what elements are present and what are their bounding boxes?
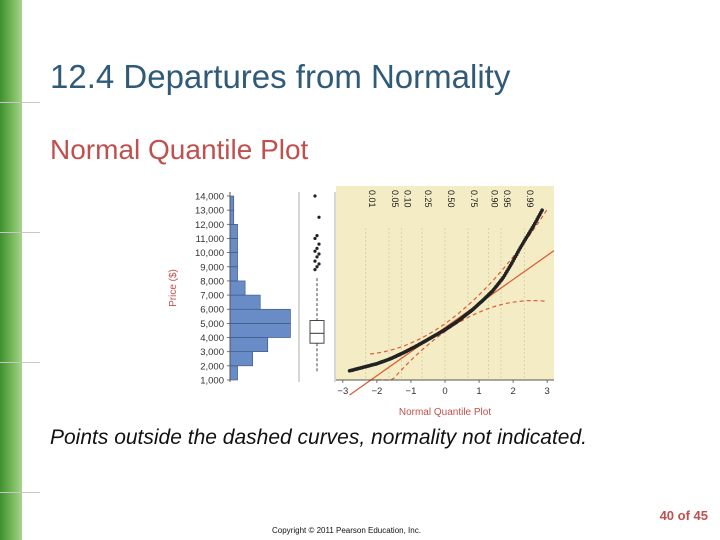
plot-background [336,186,554,380]
x-tick-label: 2 [510,386,515,397]
histogram-bar [229,280,246,296]
probability-label: 0.99 [525,190,535,208]
boxplot-box [309,320,325,344]
probability-label: 0.50 [446,190,456,208]
y-tick-label: 14,000 [195,192,224,203]
probability-label: 0.05 [390,190,400,208]
slide-caption: Points outside the dashed curves, normal… [50,426,587,449]
left-divider-line [0,362,40,363]
y-tick-label: 1,000 [200,376,224,387]
histogram-bar [229,252,238,268]
histogram-bar [229,238,238,253]
histogram-bar [229,266,238,282]
y-tick-label: 3,000 [200,347,224,358]
slide-subtitle: Normal Quantile Plot [50,134,309,165]
x-tick-label: −2 [371,386,382,397]
boxplot-outlier [315,265,319,269]
copyright-notice: Copyright © 2011 Pearson Education, Inc. [272,526,421,535]
y-tick-label: 10,000 [195,248,224,259]
boxplot-outlier [313,249,317,253]
left-divider-line [0,232,40,233]
quantile-plot-panel: 0.01 0.05 0.10 0.25 0.50 0.75 0.90 0.95 0.99 −3 −2… [336,186,555,397]
x-tick-label: −3 [337,386,348,397]
left-divider-line [0,102,40,103]
boxplot-outlier [315,255,319,259]
y-tick-label: 6,000 [200,305,224,316]
histogram-bar [229,365,238,381]
histogram-bar [229,294,261,310]
x-tick-label: 0 [442,386,447,397]
boxplot-outlier [317,242,321,246]
y-tick-label: 4,000 [200,333,224,344]
probability-label: 0.25 [423,190,433,208]
left-divider-line [0,492,40,493]
boxplot-outlier [313,268,317,272]
histogram-bar [229,195,235,211]
y-tick-label: 2,000 [200,361,224,372]
y-tick-label: 9,000 [200,262,224,273]
y-tick-label: 12,000 [195,220,224,231]
histogram-panel: 14,000 13,000 12,000 11,000 10,000 9,000 8,000… [195,192,300,387]
slide-title: 12.4 Departures from Normality [50,58,511,95]
boxplot-outlier [315,246,319,250]
boxplot-outlier [317,252,321,256]
y-tick-label: 11,000 [196,234,224,245]
boxplot-panel [309,192,336,382]
probability-label: 0.75 [469,190,479,208]
boxplot-outlier [313,194,317,198]
y-axis-label: Price ($) [168,269,179,307]
y-tick-label: 13,000 [195,206,224,217]
boxplot-outlier [317,215,321,219]
x-axis-label: Normal Quantile Plot [399,407,491,418]
y-tick-label: 7,000 [200,291,224,302]
probability-label: 0.95 [502,190,512,208]
probability-label: 0.90 [490,190,500,208]
boxplot-outlier [315,234,319,238]
page-number: 40 of 45 [659,508,708,523]
normal-quantile-chart: 14,00013,00012,00011,00010,0009,0008,000… [168,186,555,418]
x-tick-label: 1 [476,386,481,397]
y-tick-label: 8,000 [200,276,224,287]
histogram-bar [229,351,253,367]
histogram-bar [229,224,238,239]
x-tick-label: 3 [545,386,550,397]
boxplot-outlier [317,262,321,266]
histogram-bar [229,209,235,225]
x-tick-label: −1 [406,386,417,397]
probability-label: 0.01 [367,190,377,208]
left-accent-bar [0,0,22,540]
y-tick-label: 5,000 [200,319,224,330]
histogram-bar [229,337,269,352]
boxplot-outlier [313,236,317,241]
probability-label: 0.10 [402,190,412,208]
boxplot-outlier [313,259,317,263]
reference-line [349,250,555,396]
histogram-bar [229,323,291,338]
histogram-bar [229,308,291,324]
data-point [540,208,544,212]
